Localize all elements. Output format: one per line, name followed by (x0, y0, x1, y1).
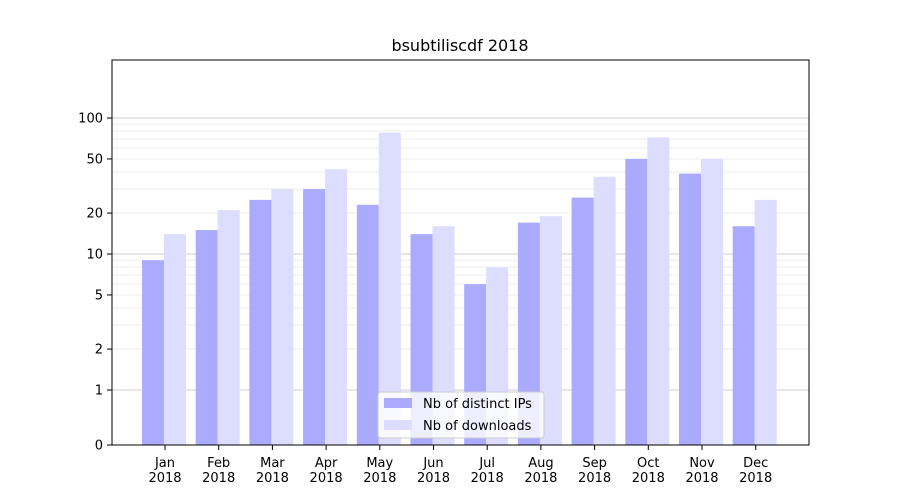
y-tick-label: 50 (86, 152, 103, 167)
x-tick-label-month: Feb (207, 456, 230, 471)
bar-downloads-feb (217, 210, 240, 445)
legend-label-downloads: Nb of downloads (423, 419, 532, 434)
x-tick-label-year: 2018 (417, 471, 450, 486)
bar-downloads-oct (647, 137, 670, 446)
bar-distinct-ips-oct (625, 158, 648, 446)
x-tick-label-year: 2018 (310, 471, 343, 486)
x-tick-label-year: 2018 (202, 471, 235, 486)
bar-downloads-nov (701, 158, 723, 446)
legend: Nb of distinct IPs Nb of downloads (377, 391, 545, 439)
x-tick-label-year: 2018 (471, 471, 504, 486)
x-tick-label-year: 2018 (524, 471, 557, 486)
bar-distinct-ips-sep (571, 197, 594, 445)
legend-swatch-ips (384, 398, 412, 408)
bar-distinct-ips-mar (249, 199, 272, 445)
bar-distinct-ips-dec (732, 226, 755, 445)
x-tick-label-year: 2018 (685, 471, 718, 486)
bar-downloads-jan (164, 234, 186, 445)
legend-swatch-downloads (384, 420, 412, 430)
x-tick-label-year: 2018 (363, 471, 396, 486)
bar-distinct-ips-nov (679, 173, 701, 445)
bar-distinct-ips-jan (142, 260, 164, 445)
x-tick-label-month: Apr (315, 456, 338, 471)
x-tick-label-month: Jun (422, 456, 443, 471)
bars (142, 132, 777, 446)
x-tick-label-month: Mar (260, 456, 285, 471)
y-tick-label: 0 (95, 439, 103, 454)
x-axis: Jan2018Feb2018Mar2018Apr2018May2018Jun20… (148, 445, 772, 486)
x-tick-label-month: Oct (637, 456, 659, 471)
y-tick-label: 5 (95, 288, 103, 303)
x-tick-label-month: May (366, 456, 393, 471)
bar-distinct-ips-feb (195, 230, 218, 445)
bar-distinct-ips-apr (303, 189, 326, 445)
y-tick-label: 10 (86, 248, 103, 263)
x-tick-label-month: Sep (582, 456, 607, 471)
bar-downloads-aug (539, 216, 562, 445)
bar-downloads-mar (271, 189, 294, 445)
y-axis: 0 1 2 5 10 20 50 100 (78, 112, 112, 454)
y-tick-label: 2 (95, 343, 103, 358)
plot-area (111, 59, 810, 446)
bar-downloads-apr (325, 169, 348, 445)
bar-downloads-sep (593, 176, 616, 446)
chart-title: bsubtiliscdf 2018 (391, 36, 528, 55)
legend-box (377, 391, 545, 439)
bar-distinct-ips-may (356, 204, 379, 445)
x-tick-label-month: Jan (154, 456, 175, 471)
bar-downloads-may (378, 132, 401, 445)
x-tick-label-year: 2018 (148, 471, 181, 486)
x-tick-label-month: Nov (689, 456, 715, 471)
x-tick-label-year: 2018 (632, 471, 665, 486)
x-tick-label-year: 2018 (578, 471, 611, 486)
y-tick-label: 100 (78, 112, 103, 127)
legend-label-ips: Nb of distinct IPs (423, 397, 532, 412)
x-tick-label-month: Dec (743, 456, 768, 471)
bar-distinct-ips-aug (517, 222, 540, 445)
x-tick-label-month: Aug (528, 456, 553, 471)
bar-downloads-dec (754, 199, 777, 445)
y-tick-label: 20 (86, 207, 103, 222)
x-tick-label-year: 2018 (739, 471, 772, 486)
y-tick-label: 1 (95, 384, 103, 399)
x-tick-label-year: 2018 (256, 471, 289, 486)
x-tick-label-month: Jul (478, 456, 495, 471)
bar-downloads-jun (432, 226, 455, 445)
